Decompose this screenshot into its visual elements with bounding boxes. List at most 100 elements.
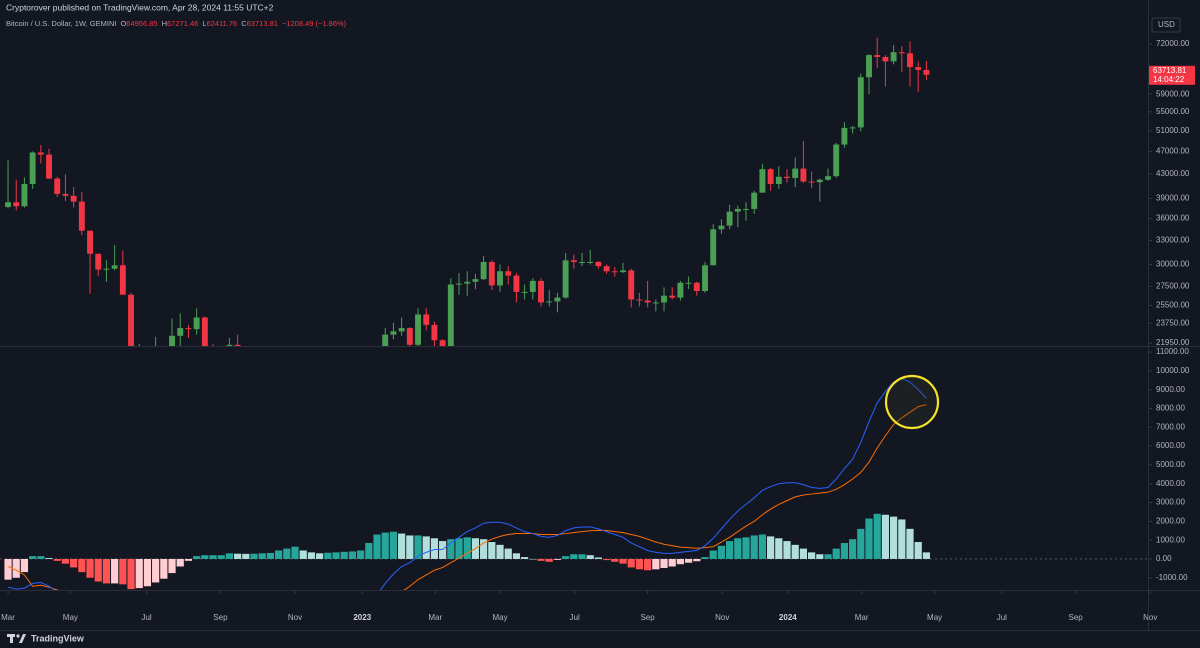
- histogram-bar: [832, 548, 840, 559]
- candle-body: [431, 324, 438, 341]
- x-tick-label: Mar: [1, 613, 15, 622]
- candle-body: [37, 152, 44, 155]
- histogram-bar: [709, 550, 717, 559]
- x-tick-label: Jul: [141, 613, 151, 622]
- footer-brand: TradingView: [31, 633, 85, 643]
- histogram-bar: [775, 538, 783, 559]
- candle-body: [447, 284, 454, 346]
- histogram-bar: [357, 550, 365, 559]
- y-tick-label: 23750.00: [1156, 318, 1190, 327]
- histogram-bar: [627, 558, 635, 568]
- histogram-bar: [283, 548, 291, 559]
- histogram-bar: [652, 558, 660, 570]
- candle-body: [562, 260, 569, 298]
- histogram-bar: [29, 556, 37, 559]
- histogram-bar: [316, 553, 324, 559]
- histogram-bar: [693, 558, 701, 562]
- y-tick-label: -1000.00: [1156, 573, 1188, 582]
- histogram-bar: [398, 533, 406, 559]
- candle-body: [693, 282, 700, 291]
- candle-body: [185, 328, 192, 330]
- symbol-title: Bitcoin / U.S. Dollar, 1W, GEMINI: [6, 19, 116, 28]
- x-tick-label: May: [927, 613, 942, 622]
- candle-body: [546, 301, 553, 303]
- ohlc-value: 64956.85: [126, 19, 157, 28]
- candle-body: [398, 328, 405, 332]
- y-tick-label: 9000.00: [1156, 385, 1185, 394]
- histogram-bar: [250, 553, 258, 559]
- candle-body: [718, 225, 725, 230]
- histogram-bar: [119, 558, 127, 585]
- histogram-bar: [242, 553, 250, 559]
- histogram-bar: [61, 558, 70, 564]
- histogram-bar: [865, 518, 873, 559]
- logo-part: [19, 634, 26, 643]
- histogram-bar: [20, 558, 29, 573]
- ohlc-value: 62411.76: [206, 19, 237, 28]
- histogram-bar: [430, 538, 439, 559]
- histogram-bar: [553, 558, 562, 560]
- y-tick-label: 51000.00: [1156, 126, 1190, 135]
- histogram-bar: [685, 558, 693, 563]
- histogram-bar: [86, 558, 94, 578]
- histogram-bar: [307, 552, 316, 559]
- y-tick-label: 7000.00: [1156, 422, 1185, 431]
- candle-body: [439, 340, 446, 346]
- histogram-bar: [53, 558, 61, 561]
- candle-body: [677, 282, 684, 298]
- y-tick-label: 10000.00: [1156, 366, 1190, 375]
- candle-body: [119, 265, 126, 295]
- x-tick-label: Nov: [1143, 613, 1157, 622]
- histogram-bar: [783, 541, 791, 559]
- histogram-bar: [168, 558, 176, 574]
- histogram-bar: [562, 556, 570, 559]
- candle-body: [128, 294, 134, 346]
- histogram-bar: [726, 541, 734, 559]
- histogram-bar: [37, 556, 45, 559]
- candle-body: [70, 195, 77, 202]
- candle-body: [661, 295, 667, 303]
- histogram-bar: [857, 528, 865, 559]
- candle-body: [611, 271, 618, 273]
- y-tick-label: 3000.00: [1156, 498, 1185, 507]
- histogram-bar: [234, 553, 242, 559]
- candle-body: [825, 176, 831, 180]
- candle-body: [726, 211, 733, 226]
- candle-body: [652, 302, 659, 304]
- histogram-bar: [381, 532, 389, 559]
- logo-part: [10, 634, 13, 643]
- highlight-circle: [884, 374, 940, 430]
- candle-body: [13, 202, 20, 207]
- histogram-bar: [660, 558, 668, 568]
- histogram-bar: [570, 554, 578, 559]
- histogram-bar: [217, 555, 225, 559]
- histogram-bar: [529, 558, 537, 560]
- candle-body: [628, 270, 635, 300]
- candle-body: [743, 208, 749, 210]
- histogram-bar: [225, 553, 234, 559]
- x-tick-label: Nov: [288, 613, 302, 622]
- histogram-bar: [619, 558, 627, 564]
- histogram-bar: [881, 514, 890, 559]
- histogram-bar: [414, 535, 422, 559]
- y-tick-label: 11000.00: [1156, 347, 1189, 356]
- histogram-bar: [258, 553, 266, 559]
- change-label: −1208.49 (−1.86%): [282, 19, 347, 28]
- histogram-bar: [840, 542, 849, 559]
- histogram-bar: [266, 552, 275, 559]
- histogram-bar: [701, 557, 709, 559]
- histogram-bar: [873, 513, 881, 559]
- candle-body: [784, 176, 790, 178]
- candle-body: [898, 52, 905, 54]
- histogram-bar: [537, 558, 545, 561]
- y-tick-label: 30000.00: [1156, 260, 1190, 269]
- candle-body: [497, 271, 503, 286]
- candle-body: [415, 314, 421, 345]
- candle-body: [620, 270, 626, 273]
- histogram-bar: [578, 554, 586, 559]
- candle-body: [882, 56, 889, 62]
- histogram-bar: [480, 539, 488, 559]
- candle-body: [603, 266, 610, 272]
- ohlc-value: 67271.46: [167, 19, 198, 28]
- candle-body: [636, 299, 643, 301]
